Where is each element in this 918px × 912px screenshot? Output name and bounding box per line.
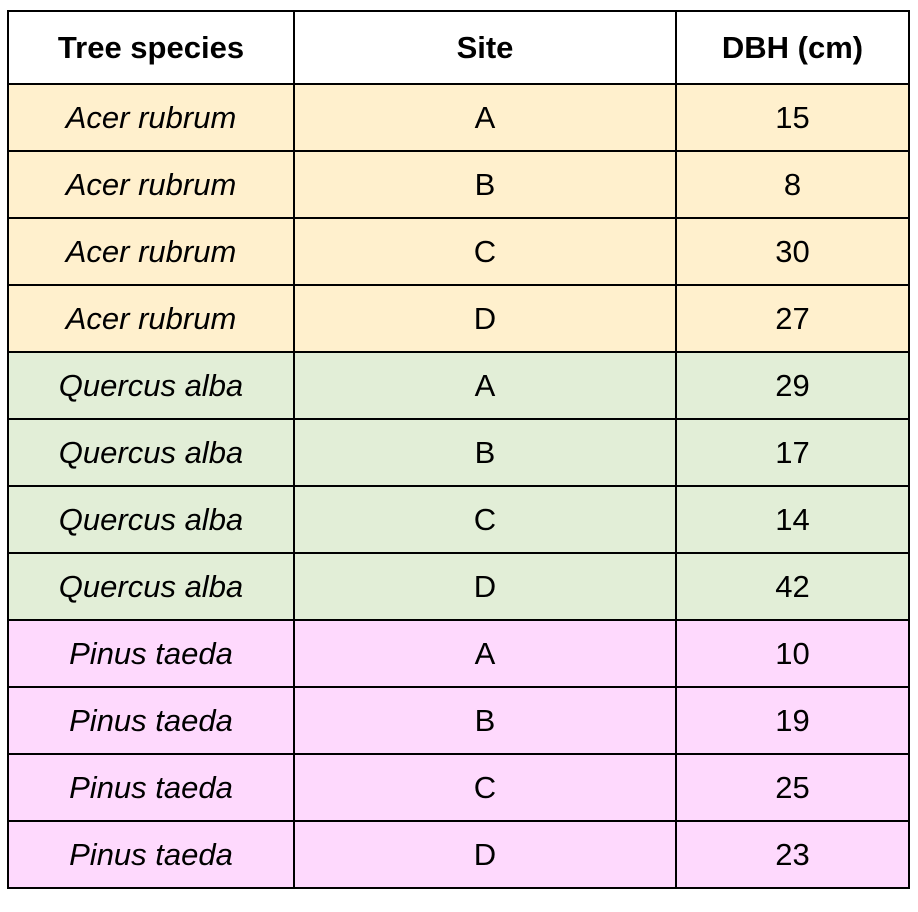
species-cell: Acer rubrum [7, 83, 295, 152]
table-row: Acer rubrum C 30 [7, 217, 910, 286]
table-row: Acer rubrum B 8 [7, 150, 910, 219]
species-cell: Pinus taeda [7, 619, 295, 688]
species-cell: Quercus alba [7, 485, 295, 554]
table-row: Quercus alba C 14 [7, 485, 910, 554]
site-cell: A [293, 351, 677, 420]
header-row: Tree species Site DBH (cm) [7, 10, 910, 85]
site-cell: C [293, 217, 677, 286]
species-cell: Acer rubrum [7, 284, 295, 353]
species-cell: Pinus taeda [7, 686, 295, 755]
header-site: Site [293, 10, 677, 85]
site-cell: C [293, 753, 677, 822]
dbh-cell: 30 [675, 217, 910, 286]
table-row: Pinus taeda D 23 [7, 820, 910, 889]
dbh-cell: 23 [675, 820, 910, 889]
site-cell: A [293, 83, 677, 152]
table-row: Pinus taeda B 19 [7, 686, 910, 755]
species-cell: Pinus taeda [7, 820, 295, 889]
species-cell: Pinus taeda [7, 753, 295, 822]
dbh-cell: 27 [675, 284, 910, 353]
site-cell: A [293, 619, 677, 688]
dbh-cell: 17 [675, 418, 910, 487]
dbh-cell: 29 [675, 351, 910, 420]
dbh-cell: 42 [675, 552, 910, 621]
site-cell: B [293, 150, 677, 219]
species-cell: Quercus alba [7, 351, 295, 420]
dbh-cell: 25 [675, 753, 910, 822]
species-cell: Acer rubrum [7, 150, 295, 219]
table-row: Pinus taeda C 25 [7, 753, 910, 822]
table-row: Acer rubrum D 27 [7, 284, 910, 353]
table-row: Quercus alba D 42 [7, 552, 910, 621]
site-cell: D [293, 284, 677, 353]
site-cell: D [293, 552, 677, 621]
species-cell: Quercus alba [7, 418, 295, 487]
dbh-cell: 19 [675, 686, 910, 755]
table-row: Acer rubrum A 15 [7, 83, 910, 152]
table-row: Quercus alba A 29 [7, 351, 910, 420]
site-cell: C [293, 485, 677, 554]
site-cell: D [293, 820, 677, 889]
header-tree-species: Tree species [7, 10, 295, 85]
site-cell: B [293, 418, 677, 487]
table-row: Pinus taeda A 10 [7, 619, 910, 688]
header-dbh: DBH (cm) [675, 10, 910, 85]
table-row: Quercus alba B 17 [7, 418, 910, 487]
dbh-cell: 14 [675, 485, 910, 554]
dbh-cell: 10 [675, 619, 910, 688]
site-cell: B [293, 686, 677, 755]
tree-dbh-table: Tree species Site DBH (cm) Acer rubrum A… [7, 10, 910, 889]
dbh-cell: 15 [675, 83, 910, 152]
dbh-cell: 8 [675, 150, 910, 219]
species-cell: Acer rubrum [7, 217, 295, 286]
species-cell: Quercus alba [7, 552, 295, 621]
